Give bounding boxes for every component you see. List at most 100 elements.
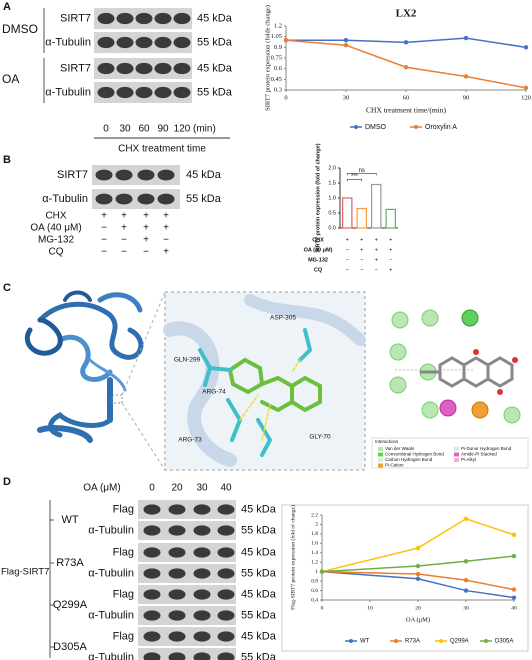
y-tick-label: 1.0 [328,195,336,201]
blot-band [217,652,235,660]
blot-band [217,504,235,515]
y-tick-label: 1.4 [311,550,318,556]
legend-marker [349,639,353,643]
group-label: D305A [53,641,87,653]
blot-band [135,36,153,49]
kda-label: 45 kDa [241,588,277,600]
blot-band [154,62,172,75]
legend-swatch [454,452,459,457]
y-tick-label: 0.9 [274,44,282,51]
condition-label: OA (40 μM) [30,223,81,234]
blot-background [138,585,236,604]
blot-background [138,543,236,562]
blot-band [143,568,161,579]
y-tick-label: 1.2 [311,559,318,565]
blot-band [193,525,211,536]
blot-band [193,568,211,579]
bar [356,207,367,229]
row-label: SIRT7 [60,62,91,74]
condition-sign: − [101,235,107,246]
bar [371,183,382,229]
series-line [321,517,515,573]
chart-title: LX2 [396,8,417,20]
lane-label: 90 [157,124,169,135]
legend-marker [439,639,443,643]
series-line [285,39,527,89]
data-point [511,595,517,600]
blot-background [92,165,180,185]
kda-label: 45 kDa [197,12,233,24]
row-label: Flag [113,546,134,558]
x-axis-label: OA (μM) [406,616,430,623]
blot-band [135,12,153,25]
kda-label: 45 kDa [241,630,277,642]
group-label: DMSO [2,22,38,36]
blot-band [193,610,211,621]
data-point [463,35,469,41]
blot-background [138,521,236,540]
condition-sign: + [121,223,127,234]
legend-label: Carbon Hydrogen Bond [385,457,433,462]
condition-sign: + [389,237,392,243]
condition-sign: + [143,235,149,246]
kda-label: 55 kDa [241,651,277,660]
blot-band [95,169,113,181]
blot-band [193,547,211,558]
significance-bracket [346,179,363,182]
legend-label: Pi-Donor Hydrogen Bond [461,446,512,451]
condition-sign: + [346,237,349,243]
kda-label: 45 kDa [241,546,277,558]
y-tick-label: 0.75 [271,54,282,61]
kda-label: 55 kDa [186,193,222,205]
y-tick-label: 1 [315,569,318,575]
row-label: α-Tubulin [45,86,91,98]
kda-label: 45 kDa [186,169,222,181]
data-point [511,553,517,559]
series-line [321,570,515,591]
legend-label: WT [360,639,370,645]
condition-sign: + [163,211,169,222]
blot-band [154,36,172,49]
bar [342,197,353,229]
y-tick-label: 1.6 [311,541,318,547]
data-point [283,38,289,43]
condition-label: OA (40 μM) [304,247,333,253]
legend-marker [394,639,398,643]
blot-band [137,169,155,181]
legend-label: Pi-Cation [385,463,404,468]
kda-label: 55 kDa [241,567,277,579]
condition-sign: + [375,237,378,243]
condition-sign: + [375,247,378,253]
condition-sign: + [360,237,363,243]
data-point [403,40,409,45]
blot-band [137,193,155,205]
y-tick-label: 2.0 [328,165,336,171]
zoom-box [111,394,123,404]
y-tick-label: 0.0 [328,225,336,231]
condition-label: CQ [49,247,64,258]
condition-sign: + [121,211,127,222]
residue-label: ARG-73 [178,437,202,444]
blot-band [154,12,172,25]
blot-band [168,525,186,536]
group-label: Q299A [53,599,88,611]
condition-sign: + [143,211,149,222]
residue-label: ASP-305 [270,315,296,322]
residue-label: GLY-70 [309,434,331,441]
condition-sign: + [143,223,149,234]
x-tick-label: 0 [284,94,287,101]
series-line [321,555,515,573]
y-tick-label: 0.6 [311,588,318,594]
legend-label: Q299A [450,639,469,645]
blot-band [168,504,186,515]
ligand-sticks [163,294,366,467]
x-tick-label: 120 [521,94,531,101]
blot-background [138,606,236,625]
data-point [463,588,469,593]
condition-sign: − [360,267,363,273]
panel-letter: D [3,476,11,488]
condition-sign: − [121,235,127,246]
blot-band [143,631,161,642]
kda-label: 55 kDa [197,86,233,98]
group-label: OA [2,72,19,86]
